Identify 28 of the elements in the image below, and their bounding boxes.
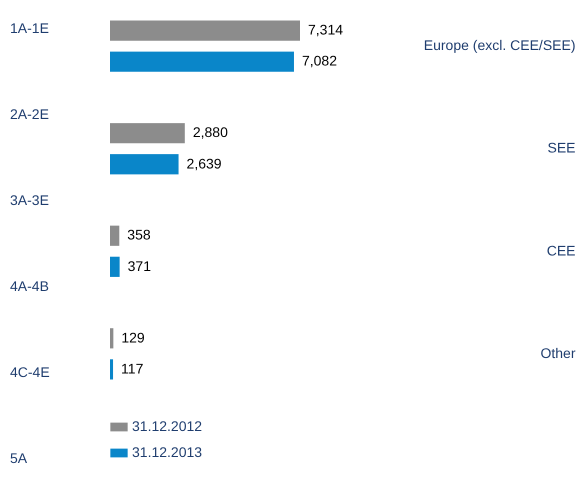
y-tick-label: Europe (excl. CEE/SEE) [424,37,576,54]
data-label: 7,314 [308,22,344,38]
data-label: 129 [121,329,145,346]
text: 4C-4E [10,364,50,380]
text: 4A-4B [10,278,49,294]
bar [110,52,294,72]
y-tick-label: Other [540,344,576,361]
bar [110,256,120,277]
y-tick-label: SEE [547,140,576,156]
text: 5A [10,450,28,466]
data-label: 2,880 [192,124,228,140]
bar [110,154,179,174]
legend-label: 31.12.2012 [132,418,202,434]
bar [110,226,120,246]
bar [110,328,114,348]
y-tick-label: CEE [546,242,576,258]
data-label: 371 [128,258,152,274]
text: 3A-3E [10,192,49,208]
legend-label: 31.12.2013 [132,444,202,460]
text: 2A-2E [10,106,49,122]
text: 1A-1E [10,20,49,36]
data-label: 7,082 [302,52,338,69]
data-label: 358 [127,226,151,243]
bar [110,20,300,41]
bar [110,359,114,380]
data-label: 117 [121,360,144,376]
data-label: 2,639 [186,155,222,172]
bar [110,123,185,144]
